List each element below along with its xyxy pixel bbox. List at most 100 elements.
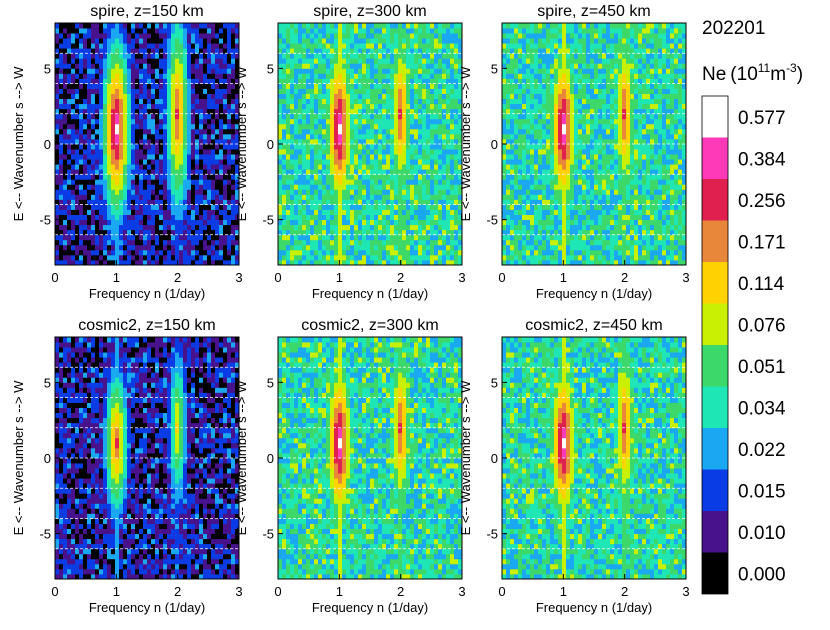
- heatmap-cell: [183, 179, 188, 185]
- heatmap-cell: [322, 169, 327, 175]
- heatmap-cell: [442, 159, 447, 165]
- heatmap-cell: [350, 93, 355, 100]
- heatmap-cell: [87, 229, 92, 236]
- heatmap-cell: [434, 118, 439, 125]
- heatmap-cell: [506, 128, 511, 135]
- heatmap-cell: [215, 28, 220, 34]
- heatmap-cell: [227, 179, 232, 185]
- heatmap-cell: [290, 244, 295, 251]
- heatmap-cell: [191, 169, 196, 175]
- heatmap-cell: [155, 204, 160, 210]
- heatmap-cell: [330, 199, 335, 205]
- heatmap-cell: [314, 133, 319, 140]
- heatmap-cell: [207, 83, 212, 89]
- heatmap-cell: [111, 159, 116, 165]
- heatmap-cell: [75, 53, 80, 59]
- heatmap-cell: [426, 88, 431, 94]
- heatmap-cell: [390, 93, 395, 100]
- heatmap-cell: [514, 234, 519, 241]
- heatmap-cell: [203, 209, 208, 215]
- heatmap-cell: [386, 93, 391, 100]
- heatmap-cell: [506, 73, 511, 79]
- heatmap-cell: [522, 98, 527, 105]
- heatmap-cell: [422, 179, 427, 185]
- heatmap-cell: [398, 58, 403, 64]
- heatmap-cell: [294, 53, 299, 59]
- heatmap-cell: [123, 169, 128, 175]
- heatmap-cell: [171, 118, 176, 125]
- heatmap-cell: [99, 93, 104, 100]
- heatmap-cell: [119, 164, 124, 170]
- heatmap-cell: [119, 149, 124, 155]
- heatmap-cell: [219, 249, 224, 256]
- heatmap-cell: [175, 174, 180, 180]
- heatmap-cell: [175, 83, 180, 89]
- heatmap-cell: [95, 63, 100, 69]
- heatmap-cell: [514, 28, 519, 34]
- heatmap-cell: [394, 184, 399, 190]
- heatmap-cell: [151, 108, 156, 115]
- heatmap-cell: [278, 83, 283, 89]
- heatmap-cell: [290, 48, 295, 54]
- heatmap-cell: [514, 73, 519, 79]
- heatmap-cell: [171, 259, 176, 266]
- heatmap-cell: [522, 204, 527, 210]
- heatmap-cell: [111, 108, 116, 115]
- heatmap-cell: [119, 118, 124, 125]
- heatmap-cell: [294, 169, 299, 175]
- heatmap-cell: [394, 83, 399, 89]
- heatmap-cell: [83, 73, 88, 79]
- heatmap-cell: [414, 63, 419, 69]
- heatmap-cell: [402, 164, 407, 170]
- heatmap-cell: [354, 169, 359, 175]
- heatmap-cell: [139, 118, 144, 125]
- heatmap-cell: [526, 23, 531, 29]
- heatmap-cell: [111, 199, 116, 205]
- heatmap-cell: [199, 209, 204, 215]
- heatmap-cell: [334, 28, 339, 34]
- heatmap-cell: [302, 133, 307, 140]
- heatmap-cell: [139, 199, 144, 205]
- heatmap-cell: [346, 23, 351, 29]
- heatmap-cell: [394, 244, 399, 251]
- heatmap-cell: [390, 98, 395, 105]
- heatmap-cell: [211, 244, 216, 251]
- heatmap-cell: [302, 38, 307, 44]
- heatmap-cell: [422, 219, 427, 226]
- heatmap-cell: [119, 204, 124, 210]
- heatmap-cell: [119, 179, 124, 185]
- heatmap-cell: [418, 189, 423, 195]
- heatmap-cell: [79, 48, 84, 54]
- heatmap-cell: [402, 103, 407, 110]
- heatmap-cell: [374, 229, 379, 236]
- heatmap-cell: [290, 133, 295, 140]
- heatmap-cell: [119, 63, 124, 69]
- heatmap-cell: [406, 83, 411, 89]
- heatmap-cell: [171, 113, 176, 120]
- heatmap-cell: [510, 144, 515, 150]
- heatmap-cell: [338, 144, 343, 150]
- heatmap-cell: [55, 254, 60, 261]
- heatmap-cell: [87, 68, 92, 74]
- heatmap-cell: [286, 83, 291, 89]
- heatmap-cell: [207, 189, 212, 195]
- heatmap-cell: [67, 179, 72, 185]
- heatmap-cell: [342, 58, 347, 64]
- heatmap-cell: [514, 138, 519, 145]
- heatmap-cell: [430, 73, 435, 79]
- heatmap-cell: [79, 149, 84, 155]
- heatmap-cell: [91, 98, 96, 105]
- heatmap-cell: [390, 259, 395, 266]
- heatmap-cell: [342, 123, 347, 130]
- heatmap-cell: [374, 254, 379, 261]
- heatmap-cell: [119, 73, 124, 79]
- heatmap-cell: [290, 78, 295, 84]
- heatmap-cell: [430, 149, 435, 155]
- heatmap-cell: [318, 219, 323, 226]
- heatmap-cell: [227, 68, 232, 74]
- heatmap-cell: [366, 53, 371, 59]
- heatmap-cell: [398, 83, 403, 89]
- heatmap-cell: [378, 149, 383, 155]
- heatmap-cell: [374, 33, 379, 39]
- heatmap-cell: [159, 113, 164, 120]
